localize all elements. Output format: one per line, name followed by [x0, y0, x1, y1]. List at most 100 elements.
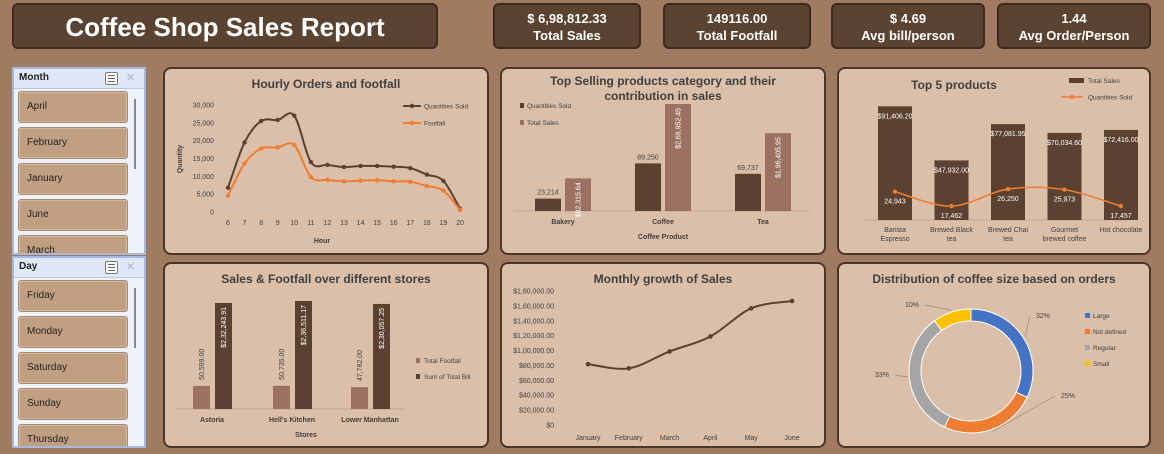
data-point: [408, 179, 413, 184]
data-point: [424, 183, 430, 189]
bar-quantities: [535, 198, 561, 211]
legend-swatch: [1069, 78, 1084, 83]
slicer-item-march[interactable]: March: [18, 235, 128, 253]
series-line: [227, 112, 461, 210]
data-label: 33%: [875, 372, 889, 379]
leader-line: [1024, 315, 1031, 337]
slicer-header: Month ✕: [14, 69, 144, 89]
legend-marker: [1070, 95, 1074, 99]
data-label: 10%: [905, 302, 919, 309]
data-point: [457, 207, 463, 213]
kpi-label: Avg bill/person: [861, 28, 955, 43]
category-label: Gourmet: [1051, 227, 1078, 234]
hourly-chart: 0 5,000 10,000 15,000 20,000 25,000 30,000 6 7 8 9…: [177, 103, 468, 246]
data-label: 24,943: [884, 199, 906, 206]
data-label: $2,30,057.25: [379, 308, 386, 349]
legend-swatch: [1085, 313, 1090, 318]
chart-title: Hourly Orders and footfall: [251, 77, 401, 91]
x-tick-label: March: [660, 435, 680, 442]
legend-marker: [409, 103, 415, 109]
sales-line: [587, 300, 793, 370]
data-label: $82,315.64: [576, 182, 583, 217]
category-label: Lower Manhattan: [341, 417, 399, 424]
data-label: 17,462: [941, 213, 963, 220]
x-axis-label: Stores: [295, 432, 317, 439]
data-point: [789, 298, 795, 304]
chart-title: Monthly growth of Sales: [593, 272, 733, 286]
slicer-title: Day: [19, 261, 38, 272]
data-label: 69,737: [737, 165, 759, 172]
leader-line: [924, 304, 952, 311]
x-axis-label: Coffee Product: [638, 234, 689, 241]
slicer-item-june[interactable]: June: [18, 199, 128, 231]
x-tick-label: 12: [324, 220, 332, 227]
legend-label: Quantities Sold: [1088, 95, 1132, 102]
kpi-avg-bill: $ 4.69 Avg bill/person: [831, 3, 985, 49]
bar-footfall: [193, 385, 210, 409]
category-label: Astoria: [200, 417, 224, 424]
data-label: $2,36,511.17: [301, 305, 308, 345]
donut-slice: [943, 391, 1028, 434]
data-label: $70,034.60: [1047, 140, 1082, 147]
x-tick-label: 10: [290, 220, 298, 227]
y-tick-label: $80,000.00: [519, 363, 554, 370]
chart-title: Sales & Footfall over different stores: [221, 272, 431, 286]
data-label: 26,250: [997, 196, 1019, 203]
data-point: [275, 117, 280, 123]
y-tick-label: $1,00,000.00: [513, 348, 554, 355]
slicer-item-sunday[interactable]: Sunday: [18, 388, 128, 420]
x-tick-label: 16: [390, 220, 398, 227]
legend-label: Total Sales: [1088, 78, 1121, 85]
data-label: $91,406.20: [877, 113, 912, 120]
clear-filter-icon[interactable]: ✕: [126, 72, 136, 84]
data-point: [225, 185, 231, 190]
bar-quantities: [735, 173, 761, 211]
data-point: [242, 140, 247, 145]
kpi-label: Avg Order/Person: [1018, 28, 1130, 43]
data-point: [258, 118, 264, 124]
x-axis-label: Hour: [314, 238, 331, 245]
slicer-item-april[interactable]: April: [18, 91, 128, 123]
legend-label: Total Footfall: [424, 358, 461, 365]
data-point: [391, 164, 396, 169]
clear-filter-icon[interactable]: ✕: [126, 261, 136, 273]
category-label: Tea: [757, 219, 769, 226]
data-point: [225, 193, 231, 198]
y-tick-label: $0: [546, 423, 554, 430]
data-label: $2,32,243.91: [221, 307, 228, 348]
multi-select-icon[interactable]: [105, 72, 118, 85]
data-label: $1,96,405.95: [776, 137, 783, 178]
category-chart-card: Top Selling products category and their …: [500, 67, 826, 255]
slicer-scrollbar[interactable]: [129, 93, 141, 253]
slicer-item-monday[interactable]: Monday: [18, 316, 128, 348]
bar-total-bill: [373, 303, 390, 409]
category-label: Barista: [884, 227, 906, 234]
slicer-scrollbar[interactable]: [129, 282, 141, 442]
slicer-item-january[interactable]: January: [18, 163, 128, 195]
leader-line: [992, 395, 1056, 432]
slicer-item-friday[interactable]: Friday: [18, 280, 128, 312]
month-slicer: Month ✕ April February January June Marc…: [12, 67, 146, 255]
legend-label: Quantities Sold: [424, 104, 468, 111]
legend-label: Sum of Total Bill: [424, 374, 471, 381]
slicer-item-february[interactable]: February: [18, 127, 128, 159]
data-point: [441, 178, 446, 184]
donut-slice: [933, 308, 972, 332]
multi-select-icon[interactable]: [105, 261, 118, 274]
slicer-item-thursday[interactable]: Thursday: [18, 424, 128, 446]
x-tick-label: May: [745, 435, 759, 442]
hourly-chart-card: Hourly Orders and footfall 0 5,000 10,000 1…: [163, 67, 489, 255]
slicer-item-saturday[interactable]: Saturday: [18, 352, 128, 384]
legend-label: Footfall: [424, 121, 446, 128]
data-label: 32%: [1036, 313, 1050, 320]
y-tick-label: $1,40,000.00: [513, 318, 554, 325]
data-point: [626, 366, 632, 371]
kpi-label: Total Footfall: [696, 28, 778, 43]
y-tick-label: $1,60,000.00: [513, 303, 554, 310]
kpi-value: 149116.00: [706, 11, 768, 26]
y-tick-label: 20,000: [193, 138, 215, 145]
kpi-total-sales: $ 6,98,812.33 Total Sales: [493, 3, 641, 49]
legend-label: Regular: [1093, 345, 1117, 352]
bar-sales: [991, 124, 1025, 220]
